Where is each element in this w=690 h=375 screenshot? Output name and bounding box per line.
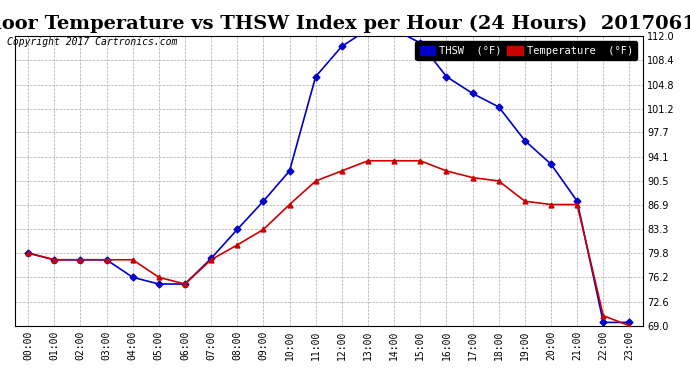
Text: Copyright 2017 Cartronics.com: Copyright 2017 Cartronics.com bbox=[7, 37, 177, 47]
Legend: THSW  (°F), Temperature  (°F): THSW (°F), Temperature (°F) bbox=[415, 41, 638, 60]
Title: Outdoor Temperature vs THSW Index per Hour (24 Hours)  20170612: Outdoor Temperature vs THSW Index per Ho… bbox=[0, 15, 690, 33]
